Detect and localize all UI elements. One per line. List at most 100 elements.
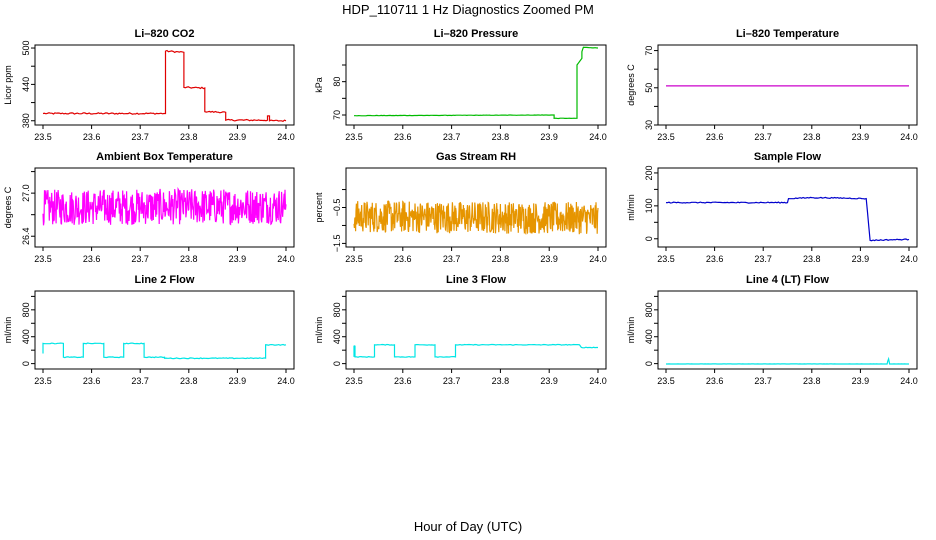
panel-1-x-tick-label: 23.7	[131, 132, 149, 142]
panel-5-y-label: percent	[314, 192, 324, 223]
panel-6-y-tick-label: 200	[644, 165, 654, 180]
panel-5-title: Gas Stream RH	[436, 151, 516, 163]
panel-2-frame	[345, 44, 607, 126]
panel-5-x-tick-label: 23.5	[345, 254, 363, 264]
panel-3-x-tick-label: 24.0	[900, 132, 918, 142]
panel-9-title: Line 4 (LT) Flow	[746, 274, 829, 286]
panel-1-title: Li–820 CO2	[135, 28, 195, 40]
panel-1-x-tick-label: 24.0	[277, 132, 295, 142]
panel-9-frame	[657, 290, 918, 370]
panel-9-x-tick-label: 23.7	[754, 376, 772, 386]
panel-5-series-line	[353, 200, 599, 235]
panel-4-x-tick-label: 23.7	[131, 254, 149, 264]
panel-1-x-tick-label: 23.6	[83, 132, 101, 142]
panel-1-y-tick-label: 440	[21, 77, 31, 92]
panel-2-series-line	[354, 46, 599, 120]
panel-4-title: Ambient Box Temperature	[96, 151, 233, 163]
panel-9-x-tick-label: 24.0	[900, 376, 918, 386]
panel-7-y-tick-label: 400	[21, 329, 31, 344]
panel-2: Li–820 Pressure 23.5 23.6 23.7 23.8 23.9 24.0 7…	[314, 28, 607, 142]
panel-5-y-tick-label: −1.5	[332, 235, 342, 253]
panel-1-y-tick-label: 380	[21, 113, 31, 128]
panel-3-y-tick-label: 70	[644, 46, 654, 56]
panel-6-x-tick-label: 23.8	[803, 254, 821, 264]
panel-4-frame	[34, 167, 295, 248]
panel-7-x-tick-label: 23.5	[34, 376, 52, 386]
panel-1-x-tick-label: 23.9	[229, 132, 247, 142]
figure-title: HDP_110711 1 Hz Diagnostics Zoomed PM	[342, 2, 594, 17]
panel-3-y-label: degrees C	[626, 64, 636, 106]
panel-2-y-tick-label: 80	[332, 77, 342, 87]
panel-6-title: Sample Flow	[754, 151, 822, 163]
panel-6-x-tick-label: 23.6	[706, 254, 724, 264]
panel-7-x-tick-label: 23.9	[229, 376, 247, 386]
panel-9-x-tick-label: 23.9	[852, 376, 870, 386]
panel-1-y-tick-label: 500	[21, 41, 31, 56]
panel-2-y-label: kPa	[314, 77, 324, 93]
panel-6-y-tick-label: 0	[644, 236, 654, 241]
panel-3-y-tick-label: 30	[644, 120, 654, 130]
panel-6-y-tick-label: 100	[644, 198, 654, 213]
panel-9: Line 4 (LT) Flow 23.5 23.6 23.7 23.8 23.9 24.0…	[626, 274, 918, 386]
panel-3-x-tick-label: 23.9	[852, 132, 870, 142]
panel-2-x-tick-label: 23.9	[540, 132, 558, 142]
panel-4-y-label: degrees C	[3, 186, 13, 228]
x-axis-title: Hour of Day (UTC)	[414, 519, 522, 534]
panel-8-x-tick-label: 23.5	[345, 376, 363, 386]
panel-5-x-tick-label: 23.6	[394, 254, 412, 264]
panel-6-x-tick-label: 23.5	[657, 254, 675, 264]
panel-7-series-line	[42, 342, 287, 360]
panel-5-x-tick-label: 24.0	[589, 254, 607, 264]
panel-8-x-tick-label: 24.0	[589, 376, 607, 386]
panel-9-x-tick-label: 23.6	[706, 376, 724, 386]
panel-5-x-tick-label: 23.7	[443, 254, 461, 264]
panel-7-x-tick-label: 23.7	[131, 376, 149, 386]
panel-9-x-tick-label: 23.5	[657, 376, 675, 386]
panel-3-frame	[657, 44, 918, 126]
panel-6-x-tick-label: 24.0	[900, 254, 918, 264]
panel-2-title: Li–820 Pressure	[434, 28, 518, 40]
panel-8-y-label: ml/min	[314, 317, 324, 344]
panel-9-x-tick-label: 23.8	[803, 376, 821, 386]
panel-3-x-tick-label: 23.6	[706, 132, 724, 142]
panel-3-title: Li–820 Temperature	[736, 28, 839, 40]
panel-6: Sample Flow 23.5 23.6 23.7 23.8 23.9 24.0 0 100 2…	[626, 151, 918, 264]
panel-8-x-tick-label: 23.7	[443, 376, 461, 386]
panel-9-series-line	[666, 356, 909, 365]
panel-8-x-tick-label: 23.6	[394, 376, 412, 386]
panel-1-series-line	[42, 49, 287, 122]
panel-8-x-tick-label: 23.9	[540, 376, 558, 386]
panel-1-frame	[34, 44, 295, 126]
panel-2-y-tick-label: 70	[332, 110, 342, 120]
panel-6-frame	[657, 167, 918, 248]
panel-7-x-tick-label: 23.8	[180, 376, 198, 386]
panel-4-series-line	[42, 186, 287, 226]
panel-3-x-tick-label: 23.8	[803, 132, 821, 142]
panel-7-title: Line 2 Flow	[135, 274, 195, 286]
panel-8-y-tick-label: 0	[332, 361, 342, 366]
panel-1: Li–820 CO2 23.5 23.6 23.7 23.8 23.9 24.0 380 440…	[3, 28, 295, 142]
panel-4-y-tick-label: 26.4	[21, 227, 31, 245]
panel-1-x-tick-label: 23.5	[34, 132, 52, 142]
panel-4-x-tick-label: 23.8	[180, 254, 198, 264]
panel-7-x-tick-label: 23.6	[83, 376, 101, 386]
panel-4-x-tick-label: 23.5	[34, 254, 52, 264]
panel-8-y-tick-label: 800	[332, 302, 342, 317]
panel-4-y-tick-label: 27.0	[21, 184, 31, 202]
panel-3-x-tick-label: 23.5	[657, 132, 675, 142]
panel-3-x-tick-label: 23.7	[754, 132, 772, 142]
panel-2-x-tick-label: 24.0	[589, 132, 607, 142]
panel-8-y-tick-label: 400	[332, 329, 342, 344]
panel-5-x-tick-label: 23.8	[492, 254, 510, 264]
panel-3: Li–820 Temperature 23.5 23.6 23.7 23.8 23.9 24…	[626, 28, 918, 142]
panel-4-x-tick-label: 24.0	[277, 254, 295, 264]
panel-8-x-tick-label: 23.8	[492, 376, 510, 386]
panel-6-x-tick-label: 23.9	[852, 254, 870, 264]
panel-6-series-line	[665, 196, 910, 242]
chart-panels: Li–820 CO2 23.5 23.6 23.7 23.8 23.9 24.0 380 440…	[3, 28, 918, 386]
panel-5-x-tick-label: 23.9	[540, 254, 558, 264]
panel-1-x-tick-label: 23.8	[180, 132, 198, 142]
panel-2-x-tick-label: 23.8	[492, 132, 510, 142]
panel-6-x-tick-label: 23.7	[754, 254, 772, 264]
panel-2-x-tick-label: 23.5	[345, 132, 363, 142]
